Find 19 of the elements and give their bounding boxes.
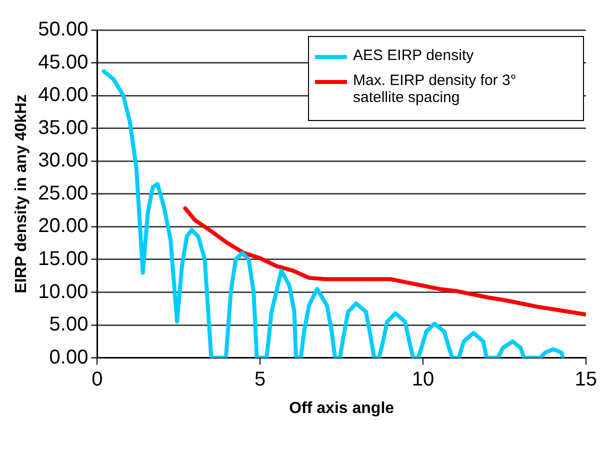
x-tick-label: 5 [254, 368, 266, 390]
x-tick-label: 15 [574, 368, 597, 390]
y-tick-label: 10.00 [38, 280, 88, 303]
y-tick-label: 30.00 [38, 150, 88, 172]
y-tick-label: 0.00 [49, 346, 88, 368]
legend-label: AES EIRP density [353, 47, 474, 64]
legend-label: Max. EIRP density for 3° satellite spacing [353, 72, 518, 106]
y-tick-label: 50.00 [38, 18, 88, 41]
y-tick-label: 5.00 [49, 314, 88, 336]
y-tick-label: 35.00 [38, 116, 88, 139]
x-axis-title: Off axis angle [289, 400, 394, 417]
y-tick-label: 15.00 [38, 248, 88, 270]
x-tick-label: 0 [92, 368, 103, 390]
y-tick-label: 25.00 [38, 182, 88, 204]
y-tick-label: 45.00 [38, 51, 88, 74]
y-tick-label: 40.00 [38, 84, 88, 106]
x-tick-label: 10 [412, 368, 434, 390]
y-tick-label: 20.00 [38, 215, 88, 238]
y-axis-title: EIRP density in any 40kHz [13, 94, 30, 294]
